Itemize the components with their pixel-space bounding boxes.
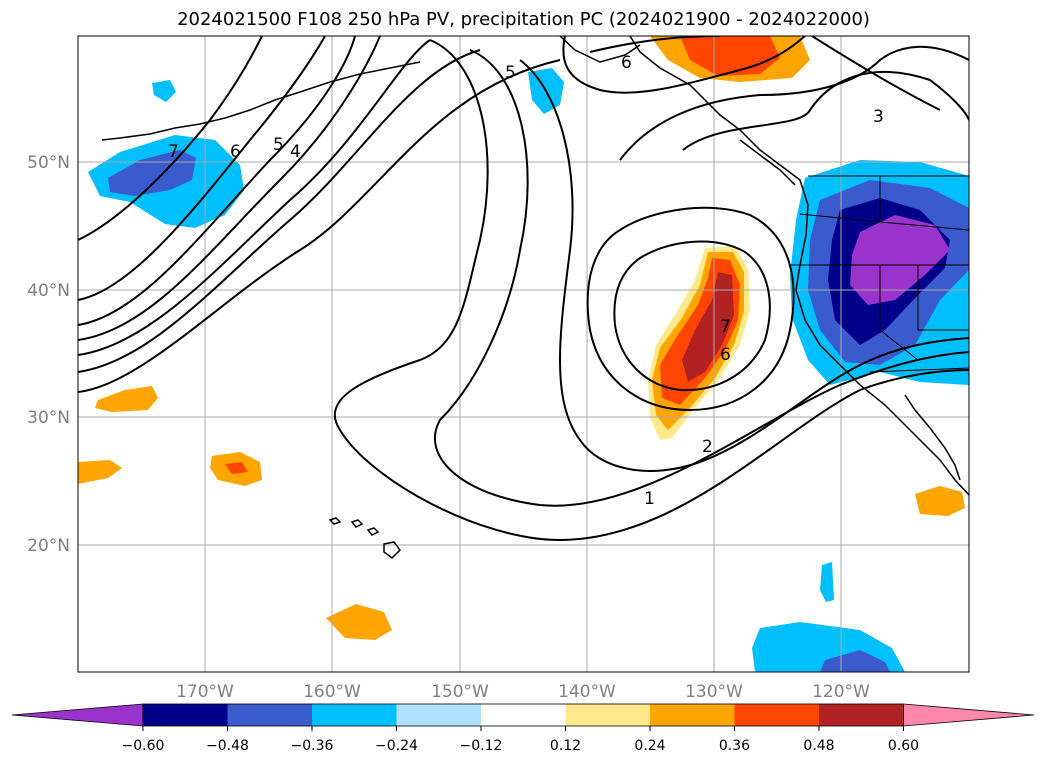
contour-label-nw-5: 5 bbox=[273, 135, 284, 155]
coastline-hawaii-1 bbox=[328, 517, 342, 525]
lon-label-130w: 130°W bbox=[685, 682, 743, 702]
map-gridlines bbox=[78, 36, 969, 672]
precip-negative-max-west-us bbox=[850, 215, 950, 305]
lon-label-170w: 170°W bbox=[176, 682, 234, 702]
lon-label-140w: 140°W bbox=[558, 682, 616, 702]
contour-label-nw-7: 7 bbox=[168, 142, 179, 162]
pv-contour-cutoff-1 bbox=[586, 206, 795, 412]
contour-label-nw-6: 6 bbox=[230, 142, 241, 162]
lon-label-150w: 150°W bbox=[431, 682, 489, 702]
precip-negative-core-se bbox=[820, 650, 890, 672]
lat-label-20n: 20°N bbox=[27, 536, 70, 556]
precip-negative-region-small-3 bbox=[820, 562, 834, 602]
colorbar-label: 0.48 bbox=[803, 738, 834, 754]
coastline-north-america bbox=[629, 36, 969, 496]
coastline-hawaii-big bbox=[383, 541, 401, 559]
pv-contour-5 bbox=[78, 36, 356, 326]
pv-contour-trough-1 bbox=[333, 39, 969, 542]
colorbar-label: 0.24 bbox=[634, 738, 665, 754]
coastline-baja bbox=[904, 394, 961, 481]
pv-contour-ridge-1 bbox=[562, 36, 806, 94]
longitude-labels: 170°W 160°W 150°W 140°W 130°W 120°W bbox=[176, 682, 870, 702]
contour-label-nw-4: 4 bbox=[290, 142, 301, 162]
map-frame bbox=[77, 35, 970, 673]
precip-positive-max-main bbox=[682, 272, 734, 382]
precip-positive-region-small-4 bbox=[326, 604, 392, 640]
colorbar-label: 0.36 bbox=[719, 738, 750, 754]
political-borders bbox=[790, 175, 969, 373]
colorbar-bin-neg036 bbox=[227, 704, 312, 726]
colorbar-extend-max bbox=[903, 703, 1035, 727]
pv-contour-2 bbox=[78, 49, 481, 373]
colorbar: −0.60 −0.48 −0.36 −0.24 −0.12 0.12 0.24 … bbox=[11, 703, 1035, 754]
colorbar-ticks bbox=[142, 726, 904, 731]
colorbar-label: 0.12 bbox=[550, 738, 581, 754]
pv-contour-7 bbox=[78, 36, 263, 241]
colorbar-outline bbox=[142, 703, 904, 727]
lat-label-40n: 40°N bbox=[27, 281, 70, 301]
colorbar-label: −0.48 bbox=[206, 738, 249, 754]
lon-label-120w: 120°W bbox=[812, 682, 870, 702]
contour-label-ne-3: 3 bbox=[873, 107, 884, 127]
contour-label-1: 1 bbox=[644, 489, 655, 509]
pv-contour-ridge-4 bbox=[811, 36, 941, 111]
coastline-bc-islands bbox=[739, 139, 796, 186]
pv-contours bbox=[78, 36, 969, 542]
border-us-mexico bbox=[869, 367, 969, 373]
colorbar-label: −0.24 bbox=[375, 738, 418, 754]
pv-contour-cutoff-2 bbox=[613, 240, 771, 392]
precip-positive-region-small-1 bbox=[95, 386, 158, 412]
colorbar-bin-pos012 bbox=[565, 704, 650, 726]
pv-contour-4 bbox=[78, 36, 381, 341]
coastline-hawaii-2 bbox=[350, 519, 364, 528]
colorbar-extend-min bbox=[11, 703, 144, 727]
border-nevada bbox=[879, 265, 919, 361]
precip-positive-core-small-3 bbox=[225, 462, 248, 474]
colorbar-bin-pos048 bbox=[819, 704, 904, 726]
contour-label-cutoff-6: 6 bbox=[720, 345, 731, 365]
pv-contour-trough-3 bbox=[519, 59, 969, 472]
precip-positive-region-small-5 bbox=[915, 486, 965, 516]
coastline-hawaii-3 bbox=[366, 527, 380, 536]
colorbar-label: 0.60 bbox=[888, 738, 919, 754]
border-utah bbox=[917, 265, 969, 331]
colorbar-label: −0.36 bbox=[291, 738, 334, 754]
contour-label-top-6: 6 bbox=[621, 53, 632, 73]
pv-contour-ridge-3 bbox=[682, 71, 969, 151]
contour-label-2: 2 bbox=[702, 437, 713, 457]
pv-contour-3 bbox=[78, 39, 431, 356]
colorbar-bin-pos036 bbox=[734, 704, 819, 726]
lat-label-50n: 50°N bbox=[27, 153, 70, 173]
pv-contour-labels: 7 6 5 4 5 6 3 7 6 2 1 bbox=[168, 53, 884, 509]
precip-negative-region-small-1 bbox=[152, 80, 176, 102]
colorbar-bin-neg012 bbox=[396, 704, 481, 726]
coastline-alaska-south bbox=[559, 36, 641, 63]
latitude-labels: 50°N 40°N 30°N 20°N bbox=[27, 153, 70, 556]
colorbar-bin-neg024 bbox=[312, 704, 397, 726]
pv-contour-trough-2 bbox=[434, 49, 969, 507]
map-title: 2024021500 F108 250 hPa PV, precipitatio… bbox=[177, 9, 870, 30]
lon-label-160w: 160°W bbox=[303, 682, 361, 702]
pv-contour-ridge-2 bbox=[619, 45, 969, 161]
colorbar-bin-neg048 bbox=[143, 704, 228, 726]
contour-label-cutoff-7: 7 bbox=[720, 317, 731, 337]
precip-positive-region-small-2 bbox=[78, 460, 122, 484]
pv-contour-6 bbox=[78, 36, 326, 301]
colorbar-bin-zero bbox=[481, 704, 566, 726]
lat-label-30n: 30°N bbox=[27, 408, 70, 428]
contour-label-top-5: 5 bbox=[505, 63, 516, 83]
colorbar-bin-pos024 bbox=[650, 704, 735, 726]
precip-anomaly-fills bbox=[78, 36, 969, 672]
colorbar-label: −0.12 bbox=[460, 738, 503, 754]
colorbar-label: −0.60 bbox=[122, 738, 165, 754]
